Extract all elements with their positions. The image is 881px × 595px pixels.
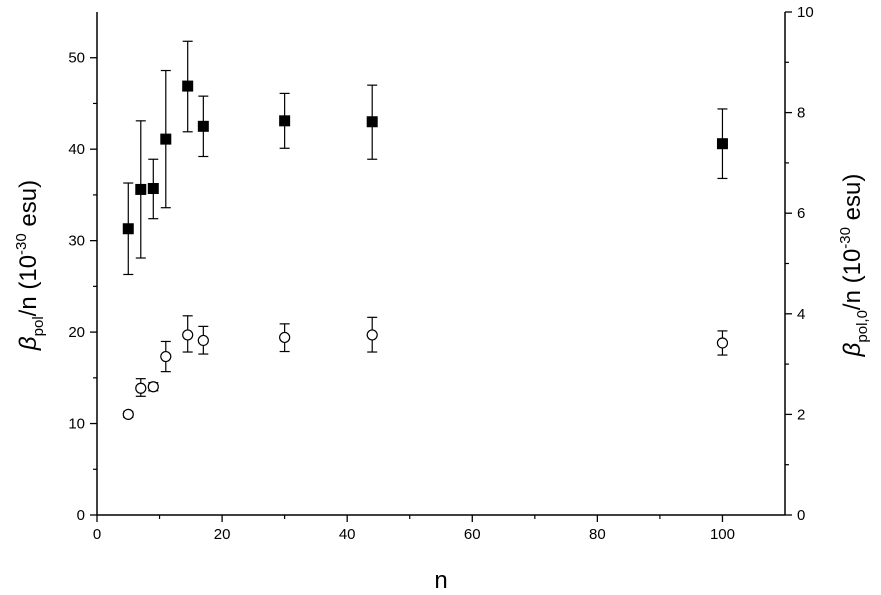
data-point-circle xyxy=(716,337,729,349)
data-point-circle xyxy=(122,408,134,420)
series-open-circle xyxy=(122,315,729,420)
y-right-end: esu) xyxy=(839,174,866,227)
x-tick-label: 80 xyxy=(589,526,606,543)
data-point-square xyxy=(147,183,159,195)
y-right-sup: -30 xyxy=(837,227,854,249)
y-right-tick-label: 0 xyxy=(797,507,805,524)
data-point-circle xyxy=(135,382,147,394)
data-point-square xyxy=(197,120,209,132)
y-left-tick-label: 30 xyxy=(68,233,85,250)
y-right-tick-label: 8 xyxy=(797,105,805,122)
data-point-circle xyxy=(279,331,291,344)
data-point-square xyxy=(135,183,147,195)
y-left-end: esu) xyxy=(15,180,42,233)
data-point-circle xyxy=(366,329,378,341)
data-point-square xyxy=(160,133,172,145)
y-right-tick-label: 6 xyxy=(797,205,805,222)
y-right-mid: /n (10 xyxy=(839,249,866,310)
x-tick-label: 40 xyxy=(339,526,356,543)
x-tick-label: 100 xyxy=(710,526,735,543)
y-right-sub: pol,0 xyxy=(854,310,871,343)
x-tick-label: 0 xyxy=(93,526,101,543)
y-left-tick-label: 0 xyxy=(77,507,85,524)
y-left-sup: -30 xyxy=(13,233,30,255)
x-axis-title: n xyxy=(434,567,447,594)
y-left-tick-label: 40 xyxy=(68,141,85,158)
y-left-tick-label: 50 xyxy=(68,50,85,67)
data-point-square xyxy=(366,116,378,128)
y-left-tick-label: 20 xyxy=(68,324,85,341)
data-point-square xyxy=(279,115,291,127)
y-left-tick-label: 10 xyxy=(68,416,85,433)
data-point-square xyxy=(182,80,194,92)
y-right-tick-label: 4 xyxy=(797,306,805,323)
y-left-sub: pol xyxy=(30,316,47,336)
data-point-square xyxy=(122,223,134,235)
y-right-symbol: β xyxy=(839,342,866,357)
y-axis-right-title: βpol,0/n (10-30 esu) xyxy=(837,174,871,358)
axes-layer: 0 20 40 60 80 100 0 10 20 30 40 50 0 2 4 6 8 10 xyxy=(68,4,813,543)
data-point-square xyxy=(716,138,728,150)
data-point-circle xyxy=(197,334,209,347)
data-point-circle xyxy=(147,381,159,393)
y-right-tick-label: 10 xyxy=(797,4,814,21)
marks-layer xyxy=(122,40,729,420)
y-axis-left-title: βpol/n (10-30 esu) xyxy=(13,180,47,351)
y-right-tick-label: 2 xyxy=(797,406,805,423)
y-left-mid: /n (10 xyxy=(15,255,42,316)
series-filled-square xyxy=(122,40,728,276)
x-tick-label: 60 xyxy=(464,526,481,543)
data-point-circle xyxy=(160,350,172,363)
y-left-symbol: β xyxy=(15,336,42,351)
x-tick-label: 20 xyxy=(214,526,231,543)
data-point-circle xyxy=(182,329,194,341)
